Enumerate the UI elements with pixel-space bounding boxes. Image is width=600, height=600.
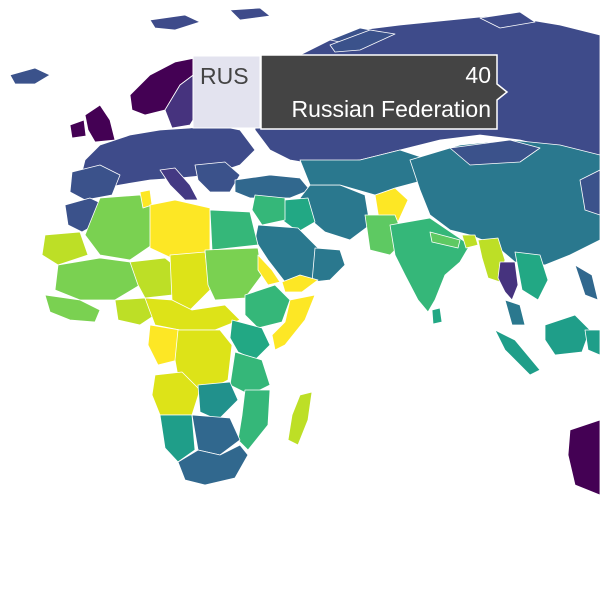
country-turkey[interactable] — [234, 174, 311, 199]
country-borneo[interactable] — [544, 314, 591, 356]
country-balkans[interactable] — [194, 161, 241, 193]
country-gabon-congo[interactable] — [147, 324, 181, 366]
country-syria-jordan[interactable] — [251, 194, 286, 226]
country-ethiopia[interactable] — [244, 284, 291, 329]
country-malaysia[interactable] — [504, 299, 526, 326]
country-laos-vietnam[interactable] — [514, 251, 549, 301]
country-chad[interactable] — [169, 251, 211, 311]
country-nigeria[interactable] — [114, 297, 156, 326]
country-yemen-oman[interactable] — [311, 247, 346, 283]
country-nepal[interactable] — [429, 231, 461, 249]
country-madagascar[interactable] — [287, 391, 313, 446]
country-franz-josef[interactable] — [229, 7, 271, 21]
country-mongolia[interactable] — [449, 139, 541, 166]
country-finland[interactable] — [199, 59, 236, 121]
country-arctic-islands[interactable] — [479, 11, 536, 29]
country-namibia[interactable] — [159, 414, 196, 463]
country-botswana-zimbabwe[interactable] — [191, 414, 241, 456]
country-sri-lanka[interactable] — [431, 307, 443, 325]
country-mauritania-mali[interactable] — [54, 257, 141, 301]
country-thailand[interactable] — [497, 261, 519, 301]
country-novaya-zemlya[interactable] — [329, 29, 396, 53]
country-ireland[interactable] — [69, 119, 87, 139]
country-south-africa[interactable] — [177, 444, 249, 486]
country-western-sahara[interactable] — [41, 231, 89, 266]
country-iberia[interactable] — [69, 164, 121, 201]
country-mozambique[interactable] — [237, 389, 271, 451]
country-svalbard[interactable] — [149, 14, 201, 31]
country-zambia[interactable] — [197, 381, 239, 421]
country-west-africa-coast[interactable] — [44, 294, 101, 323]
country-sumatra[interactable] — [494, 329, 541, 376]
country-italy[interactable] — [159, 167, 199, 201]
country-cameroon-car[interactable] — [144, 297, 241, 331]
country-russia[interactable] — [254, 14, 600, 166]
country-eritrea-djibouti[interactable] — [257, 254, 281, 286]
country-egypt[interactable] — [209, 209, 259, 251]
country-bhutan-region[interactable] — [461, 234, 479, 249]
country-yemen[interactable] — [281, 274, 319, 293]
country-uk[interactable] — [84, 104, 116, 143]
country-kazakhstan-region[interactable] — [299, 149, 431, 196]
country-iceland[interactable] — [9, 67, 51, 85]
country-somalia[interactable] — [271, 294, 316, 351]
country-philippines[interactable] — [574, 264, 599, 301]
country-japan-korea[interactable] — [579, 169, 600, 216]
country-tanzania[interactable] — [229, 351, 271, 396]
country-sulawesi[interactable] — [584, 329, 600, 356]
country-china[interactable] — [409, 139, 600, 266]
country-australia[interactable] — [567, 419, 600, 496]
